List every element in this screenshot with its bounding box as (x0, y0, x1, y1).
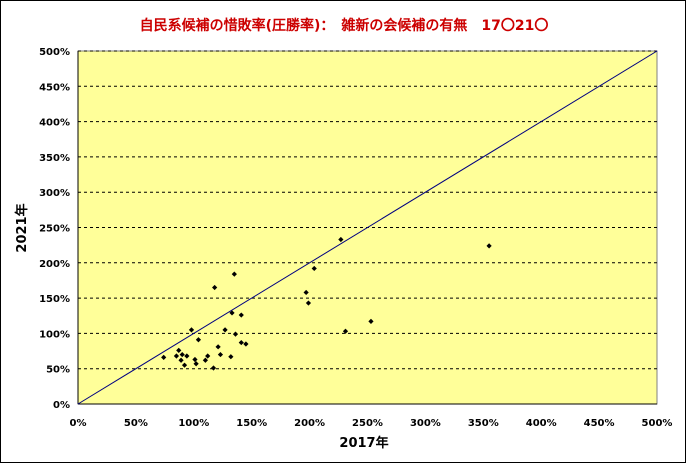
data-point (229, 310, 235, 316)
data-point (176, 347, 182, 353)
y-axis-tick-labels: 0% 50% 100% 150% 200% 250% 300% 350% 400% 450% 500… (39, 47, 70, 411)
data-point (181, 362, 188, 368)
data-point (338, 236, 344, 243)
data-point (222, 327, 228, 333)
y-tick-label: 500% (39, 47, 70, 58)
y-axis-label: 2021年 (14, 203, 30, 252)
data-point (228, 354, 234, 360)
data-point (161, 354, 167, 361)
x-tick-label: 450% (584, 418, 615, 429)
data-point (188, 327, 195, 333)
y-tick-label: 450% (39, 82, 70, 93)
y-tick-label: 0% (53, 400, 70, 411)
data-point (193, 361, 199, 367)
data-point (231, 271, 237, 277)
data-point (232, 331, 239, 337)
x-axis-label: 2017年 (339, 435, 388, 451)
data-point (192, 356, 198, 363)
data-point (217, 351, 224, 358)
x-tick-label: 350% (468, 418, 499, 429)
data-point (195, 337, 202, 343)
data-point (368, 318, 374, 324)
data-point (311, 265, 317, 272)
y-tick-label: 400% (39, 118, 70, 129)
data-point (179, 351, 185, 358)
data-point (178, 357, 184, 363)
x-tick-label: 400% (526, 418, 557, 429)
y-tick-label: 300% (39, 188, 70, 199)
data-point (486, 243, 492, 249)
data-point (238, 312, 244, 318)
diagonal-reference-line (77, 50, 658, 405)
x-tick-label: 200% (294, 418, 325, 429)
data-point (205, 353, 211, 359)
data-point (210, 365, 217, 371)
x-tick-label: 500% (642, 418, 673, 429)
y-tick-label: 200% (39, 259, 70, 270)
y-tick-label: 350% (39, 153, 70, 164)
x-tick-label: 0% (70, 418, 87, 429)
y-tick-label: 50% (46, 365, 70, 376)
y-tick-label: 100% (39, 329, 70, 340)
data-point (342, 328, 349, 334)
y-tick-label: 250% (39, 224, 70, 235)
chart-title: 自民系候補の惜敗率(圧勝率)： 雑新の会候補の有無 17〇21〇 (140, 17, 549, 34)
data-point (202, 357, 208, 363)
data-point (243, 341, 249, 347)
data-point (184, 353, 190, 359)
x-tick-label: 300% (410, 418, 441, 429)
y-tick-label: 150% (39, 294, 70, 305)
x-tick-label: 100% (178, 418, 209, 429)
data-point (238, 339, 244, 346)
data-point (305, 300, 312, 306)
data-point (215, 344, 221, 350)
x-axis-tick-labels: 0% 50% 100% 150% 200% 250% 300% 350% 400% 450% 500… (70, 418, 673, 429)
data-points (161, 236, 492, 371)
x-tick-label: 250% (352, 418, 383, 429)
data-point (303, 289, 309, 296)
data-point (212, 284, 218, 291)
x-tick-label: 50% (124, 418, 148, 429)
x-tick-label: 150% (236, 418, 267, 429)
data-point (173, 353, 180, 359)
